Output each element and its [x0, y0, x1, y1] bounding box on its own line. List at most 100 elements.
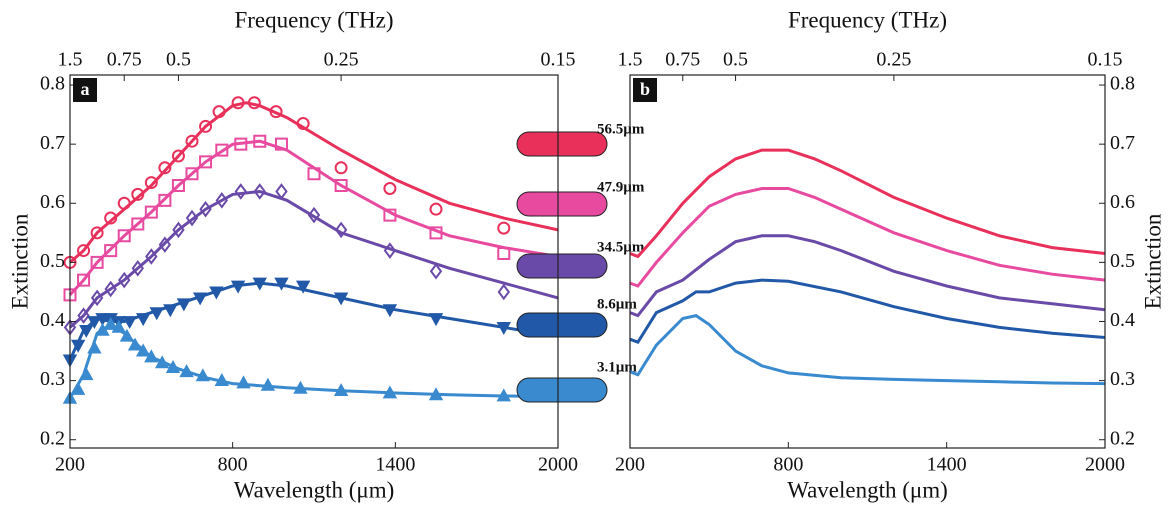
marker: [131, 260, 144, 277]
marker: [119, 328, 135, 342]
marker: [122, 316, 137, 330]
marker: [383, 181, 397, 195]
series-line: [69, 101, 559, 264]
marker: [383, 208, 397, 222]
marker: [104, 280, 117, 298]
marker: [145, 248, 158, 265]
x2-tick-label: 1.5: [58, 49, 83, 71]
x2-tick-label: 0.25: [324, 49, 359, 71]
legend-label: 56.5µm: [597, 121, 645, 137]
marker: [90, 289, 104, 307]
marker: [154, 355, 170, 369]
marker: [247, 96, 261, 110]
x-tick-label: 2000: [538, 454, 578, 476]
marker: [274, 137, 288, 151]
marker: [103, 316, 118, 330]
legend-icon: [516, 131, 608, 157]
marker: [429, 226, 443, 240]
marker: [118, 271, 131, 289]
marker: [199, 200, 212, 218]
marker: [158, 193, 172, 207]
marker: [144, 349, 159, 363]
marker: [77, 244, 91, 258]
marker: [117, 196, 131, 210]
panel-label: b: [640, 79, 650, 99]
panel-label-box: [633, 78, 657, 102]
marker: [131, 217, 145, 231]
marker: [382, 385, 398, 399]
y-tick-label: 0.3: [40, 368, 65, 390]
x-tick-label: 2000: [1085, 454, 1125, 476]
x-tick-label: 200: [55, 454, 85, 476]
marker: [165, 360, 181, 374]
marker: [334, 161, 348, 175]
marker: [497, 221, 511, 235]
series-line: [69, 189, 559, 329]
marker: [496, 322, 511, 335]
marker: [63, 288, 77, 302]
x2-tick-label: 0.25: [876, 49, 911, 71]
y-tick-label: 0.5: [40, 250, 65, 272]
marker: [269, 105, 283, 119]
series-line: [68, 322, 559, 400]
marker: [496, 388, 511, 402]
marker: [215, 143, 229, 157]
marker: [90, 226, 104, 240]
marker: [127, 337, 143, 351]
x-tick-label: 800: [218, 454, 248, 476]
marker: [171, 149, 185, 163]
marker: [215, 192, 229, 209]
marker: [77, 307, 90, 324]
y-tick-label: 0.4: [1110, 309, 1135, 331]
marker: [136, 343, 151, 357]
x2-tick-label: 1.5: [618, 49, 643, 71]
marker: [428, 313, 444, 327]
marker: [144, 205, 158, 219]
marker: [199, 155, 213, 169]
marker: [274, 277, 289, 291]
x2-tick-label: 0.5: [723, 49, 748, 71]
legend-label: 3.1µm: [597, 359, 637, 375]
marker: [77, 273, 91, 287]
x2-tick-label: 0.15: [1088, 49, 1123, 71]
marker: [158, 161, 172, 175]
marker: [79, 324, 94, 338]
x-axis-label: Wavelength (μm): [787, 477, 948, 502]
marker: [334, 221, 348, 239]
y-tick-label: 0.8: [40, 73, 65, 95]
marker: [117, 229, 131, 243]
marker: [334, 179, 348, 193]
marker: [212, 105, 226, 119]
panel: 56.5µm 47.9µm 34.5µm 8.6µm 3.1µm 0.2 0.3 0.4 0.5…: [7, 7, 645, 502]
x-tick-label: 200: [615, 454, 645, 476]
marker: [234, 137, 248, 151]
x2-tick-label: 0.5: [166, 49, 191, 71]
plot-frame: [629, 74, 1106, 449]
marker: [253, 134, 267, 148]
y-axis-label: Extinction: [7, 213, 32, 309]
y-tick-label: 0.6: [1110, 191, 1135, 213]
series-line: [629, 187, 1106, 288]
marker: [382, 304, 398, 318]
x2-tick-label: 0.75: [107, 49, 142, 71]
legend-label: 8.6µm: [597, 296, 637, 312]
y-tick-label: 0.2: [1110, 427, 1135, 449]
marker: [104, 244, 118, 258]
x-tick-label: 1400: [375, 454, 415, 476]
marker: [307, 206, 321, 224]
marker: [185, 209, 199, 227]
marker: [429, 202, 443, 216]
x-tick-label: 1400: [927, 454, 967, 476]
marker: [163, 304, 178, 318]
panel-label-box: [73, 78, 97, 102]
y-tick-label: 0.6: [40, 191, 65, 213]
marker: [209, 286, 224, 300]
legend-label: 47.9µm: [597, 179, 645, 195]
marker: [136, 313, 151, 327]
marker: [295, 280, 311, 294]
series-line: [629, 234, 1106, 318]
marker: [185, 134, 199, 148]
marker: [144, 176, 158, 190]
series-line: [629, 313, 1106, 386]
marker: [234, 183, 247, 200]
